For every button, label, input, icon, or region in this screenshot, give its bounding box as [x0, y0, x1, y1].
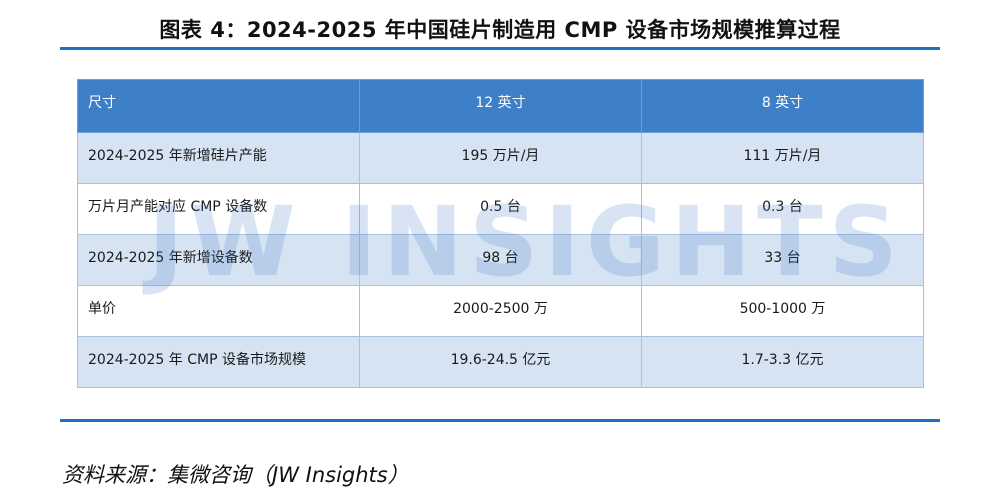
row-label: 2024-2025 年新增设备数: [77, 234, 360, 286]
header-12-inch: 12 英寸: [359, 79, 642, 133]
cell-8-inch: 500-1000 万: [641, 285, 924, 337]
table-row: 万片月产能对应 CMP 设备数 0.5 台 0.3 台: [77, 183, 924, 235]
row-label: 单价: [77, 285, 360, 337]
cell-12-inch: 19.6-24.5 亿元: [359, 336, 642, 388]
row-label: 2024-2025 年 CMP 设备市场规模: [77, 336, 360, 388]
cell-12-inch: 195 万片/月: [359, 132, 642, 184]
row-label: 万片月产能对应 CMP 设备数: [77, 183, 360, 235]
cell-8-inch: 111 万片/月: [641, 132, 924, 184]
cell-8-inch: 33 台: [641, 234, 924, 286]
source-note: 资料来源：集微咨询（JW Insights）: [62, 463, 409, 487]
market-size-table: 尺寸 12 英寸 8 英寸 2024-2025 年新增硅片产能 195 万片/月…: [77, 79, 924, 388]
cell-12-inch: 98 台: [359, 234, 642, 286]
table-row: 2024-2025 年新增硅片产能 195 万片/月 111 万片/月: [77, 132, 924, 184]
cell-12-inch: 2000-2500 万: [359, 285, 642, 337]
figure-title: 图表 4：2024-2025 年中国硅片制造用 CMP 设备市场规模推算过程: [159, 18, 841, 42]
table-header-row: 尺寸 12 英寸 8 英寸: [77, 79, 924, 133]
table-row: 单价 2000-2500 万 500-1000 万: [77, 285, 924, 337]
header-size: 尺寸: [77, 79, 360, 133]
cell-8-inch: 1.7-3.3 亿元: [641, 336, 924, 388]
bottom-divider: [60, 419, 940, 422]
row-label: 2024-2025 年新增硅片产能: [77, 132, 360, 184]
cell-8-inch: 0.3 台: [641, 183, 924, 235]
header-8-inch: 8 英寸: [641, 79, 924, 133]
table-row: 2024-2025 年新增设备数 98 台 33 台: [77, 234, 924, 286]
top-divider: [60, 47, 940, 50]
table-row: 2024-2025 年 CMP 设备市场规模 19.6-24.5 亿元 1.7-…: [77, 336, 924, 388]
cell-12-inch: 0.5 台: [359, 183, 642, 235]
